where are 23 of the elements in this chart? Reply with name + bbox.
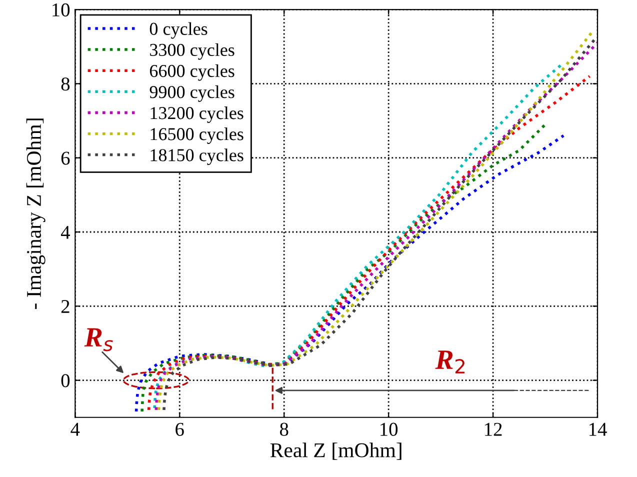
x-tick-label: 14 <box>589 422 607 436</box>
x-tick-label: 4 <box>70 422 80 436</box>
x-tick-label: 12 <box>485 422 502 436</box>
x-axis-title: Real Z [mOhm] <box>270 442 402 460</box>
legend-label: 3300 cycles <box>150 43 234 60</box>
y-tick-label: 8 <box>61 78 70 91</box>
y-axis-title: - Imaginary Z [mOhm] <box>26 118 46 310</box>
legend-label: 18150 cycles <box>150 148 244 166</box>
annotation: R$_{s}$ <box>84 328 113 352</box>
legend-label: 0 cycles <box>150 22 208 39</box>
y-tick-label: 4 <box>60 226 70 239</box>
x-tick-label: 8 <box>280 422 288 436</box>
y-tick-label: 0 <box>61 374 70 388</box>
legend-label: 6600 cycles <box>150 64 234 81</box>
x-tick-label: 6 <box>176 422 184 436</box>
legend-label: 9900 cycles <box>150 85 234 102</box>
y-tick-label: 10 <box>52 3 70 16</box>
y-tick-label: 6 <box>61 152 70 165</box>
x-tick-label: 10 <box>380 422 398 436</box>
legend-label: 16500 cycles <box>150 128 244 144</box>
legend-label: 13200 cycles <box>150 106 244 123</box>
annotation: R$_{2}$ <box>435 350 464 374</box>
y-tick-label: 2 <box>61 300 70 313</box>
